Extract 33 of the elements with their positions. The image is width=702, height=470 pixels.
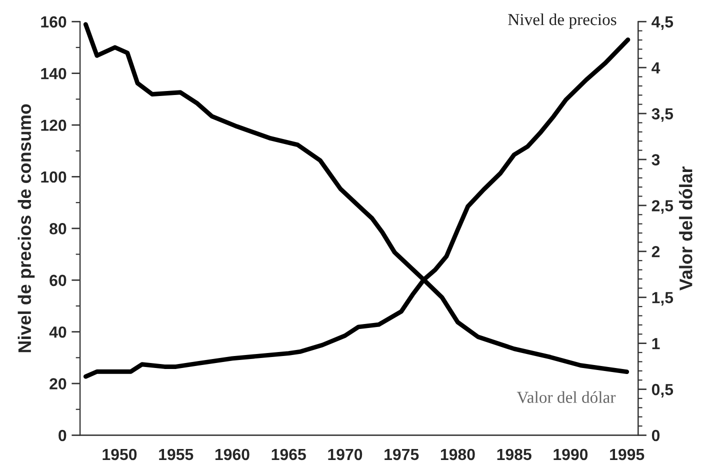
x-tick-label: 1975 [384, 448, 419, 460]
series-label: Nivel de precios [508, 13, 616, 29]
y-axis-title: Nivel de precios de consumo [18, 104, 35, 352]
y-tick-label: 40 [49, 326, 66, 338]
y-tick-label: 20 [50, 378, 66, 390]
y2-tick-label: 4,5 [652, 16, 674, 30]
x-tick-label: 1990 [554, 448, 588, 460]
y-tick-label: 60 [50, 274, 66, 286]
y2-tick-label: 0,5 [652, 384, 674, 398]
y2-tick-label: 3,5 [652, 108, 674, 122]
y-tick-label: 0 [58, 430, 66, 442]
y2-tick-label: 2,5 [652, 200, 674, 214]
y2-tick-label: 4 [652, 62, 660, 74]
x-tick-label: 1970 [328, 448, 362, 460]
x-tick-label: 1965 [272, 448, 306, 460]
x-tick-label: 1985 [497, 448, 532, 460]
x-tick-label: 1955 [159, 448, 194, 460]
x-tick-label: 1980 [440, 448, 475, 460]
x-tick-label: 1950 [102, 448, 137, 460]
y-tick-label: 120 [41, 120, 66, 131]
series-label: Valor del dólar [516, 391, 616, 404]
y2-tick-label: 1 [652, 338, 660, 350]
x-tick-label: 1995 [610, 448, 644, 460]
y2-tick-label: 0 [652, 430, 660, 442]
y2-tick-label: 3 [652, 154, 660, 166]
y-tick-label: 160 [41, 16, 66, 28]
x-tick-label: 1960 [215, 448, 250, 460]
y2-tick-label: 1,5 [652, 292, 674, 306]
y2-axis-title: Valor del dólar [678, 166, 692, 291]
y-tick-label: 140 [41, 68, 66, 80]
y2-tick-label: 2 [652, 246, 660, 258]
y-tick-label: 80 [50, 223, 66, 234]
y-tick-label: 100 [41, 171, 66, 183]
